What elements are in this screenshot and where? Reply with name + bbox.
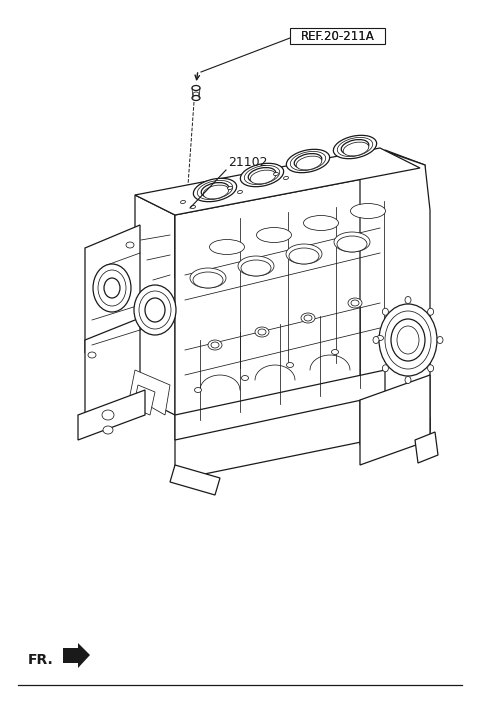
Ellipse shape [333, 135, 377, 159]
Ellipse shape [287, 362, 293, 367]
Polygon shape [170, 465, 220, 495]
Ellipse shape [351, 300, 359, 306]
Ellipse shape [397, 326, 419, 354]
Ellipse shape [193, 272, 223, 288]
Ellipse shape [241, 260, 271, 276]
Polygon shape [85, 318, 140, 422]
Ellipse shape [290, 152, 326, 170]
Ellipse shape [203, 185, 229, 199]
Ellipse shape [348, 298, 362, 308]
Ellipse shape [373, 337, 379, 344]
Polygon shape [175, 168, 420, 480]
Ellipse shape [350, 203, 385, 218]
Ellipse shape [284, 176, 288, 180]
Ellipse shape [197, 180, 233, 200]
Text: 21102: 21102 [228, 155, 267, 168]
Polygon shape [385, 150, 425, 440]
Ellipse shape [286, 244, 322, 264]
Ellipse shape [437, 337, 443, 344]
Polygon shape [360, 375, 430, 465]
Ellipse shape [303, 216, 338, 231]
Polygon shape [85, 225, 140, 353]
Ellipse shape [304, 315, 312, 321]
Ellipse shape [343, 142, 369, 156]
Ellipse shape [379, 304, 437, 376]
Ellipse shape [376, 336, 384, 341]
Ellipse shape [385, 311, 431, 369]
Ellipse shape [256, 228, 291, 243]
Ellipse shape [258, 329, 266, 335]
Ellipse shape [194, 387, 202, 392]
Ellipse shape [332, 349, 338, 354]
Ellipse shape [190, 268, 226, 288]
Ellipse shape [287, 150, 330, 173]
Polygon shape [78, 390, 145, 440]
Ellipse shape [405, 296, 411, 304]
Ellipse shape [192, 85, 200, 90]
Ellipse shape [93, 264, 131, 312]
Polygon shape [415, 432, 438, 463]
Polygon shape [360, 150, 430, 450]
Polygon shape [130, 370, 170, 415]
Ellipse shape [428, 364, 433, 372]
Ellipse shape [211, 342, 219, 348]
Ellipse shape [145, 298, 165, 322]
Ellipse shape [383, 308, 388, 315]
Ellipse shape [383, 364, 388, 372]
Ellipse shape [428, 308, 433, 315]
Ellipse shape [98, 270, 126, 306]
Ellipse shape [228, 186, 232, 190]
Ellipse shape [88, 352, 96, 358]
Ellipse shape [238, 256, 274, 276]
Ellipse shape [248, 168, 276, 183]
Ellipse shape [391, 319, 425, 361]
Ellipse shape [289, 248, 319, 264]
Polygon shape [135, 148, 420, 215]
Ellipse shape [126, 242, 134, 248]
Ellipse shape [104, 278, 120, 298]
Ellipse shape [180, 200, 185, 203]
Ellipse shape [301, 313, 315, 323]
Ellipse shape [102, 410, 114, 420]
Ellipse shape [274, 173, 278, 175]
Ellipse shape [240, 163, 284, 187]
Ellipse shape [192, 95, 200, 100]
Polygon shape [63, 643, 90, 668]
Ellipse shape [294, 153, 322, 168]
Ellipse shape [201, 183, 229, 198]
Ellipse shape [238, 190, 242, 193]
Polygon shape [375, 418, 430, 452]
Ellipse shape [255, 327, 269, 337]
Ellipse shape [103, 426, 113, 434]
Ellipse shape [241, 375, 249, 380]
Ellipse shape [337, 137, 372, 157]
Ellipse shape [193, 178, 237, 202]
Ellipse shape [337, 236, 367, 252]
Ellipse shape [209, 239, 244, 254]
Ellipse shape [208, 340, 222, 350]
Text: REF.20-211A: REF.20-211A [300, 29, 374, 42]
Ellipse shape [296, 156, 322, 170]
Ellipse shape [341, 140, 369, 155]
Ellipse shape [193, 92, 199, 96]
Ellipse shape [250, 170, 276, 184]
Ellipse shape [139, 291, 171, 329]
Ellipse shape [405, 377, 411, 384]
Polygon shape [135, 195, 175, 415]
Text: REF.20-211A: REF.20-211A [300, 29, 374, 42]
Text: FR.: FR. [28, 653, 54, 667]
Ellipse shape [191, 205, 195, 208]
Polygon shape [175, 370, 385, 440]
FancyBboxPatch shape [290, 28, 385, 44]
Ellipse shape [334, 232, 370, 252]
Ellipse shape [134, 285, 176, 335]
Polygon shape [175, 168, 420, 278]
Ellipse shape [244, 165, 280, 185]
Polygon shape [133, 385, 155, 415]
